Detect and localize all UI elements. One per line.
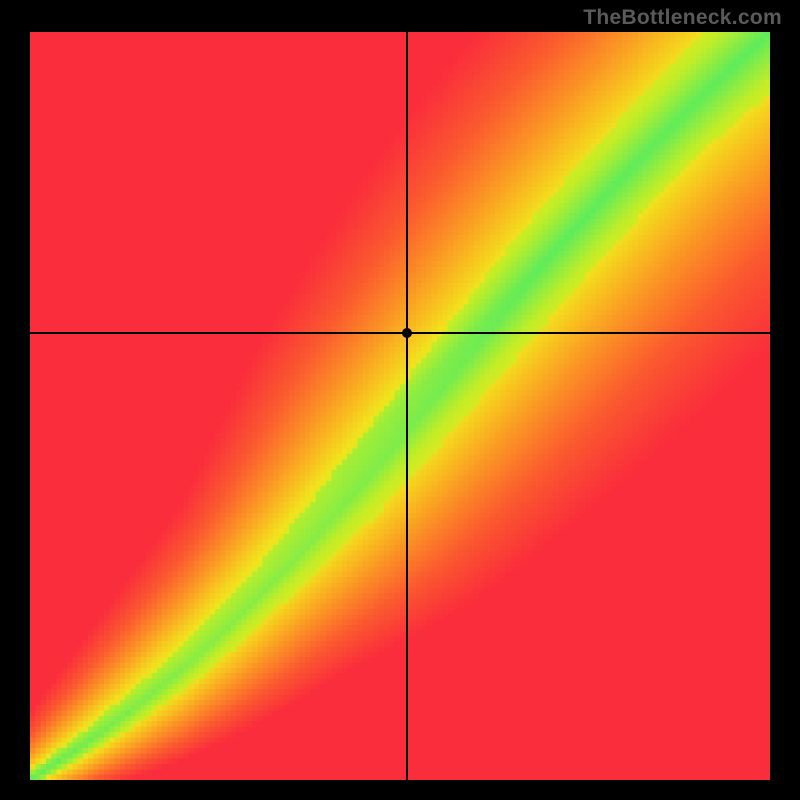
crosshair-vertical-line — [406, 32, 408, 780]
crosshair-horizontal-line — [30, 332, 770, 334]
crosshair-marker-dot — [402, 328, 412, 338]
heatmap-canvas — [30, 32, 770, 780]
chart-container: { "watermark": { "text": "TheBottleneck.… — [0, 0, 800, 800]
watermark-text: TheBottleneck.com — [583, 6, 782, 30]
